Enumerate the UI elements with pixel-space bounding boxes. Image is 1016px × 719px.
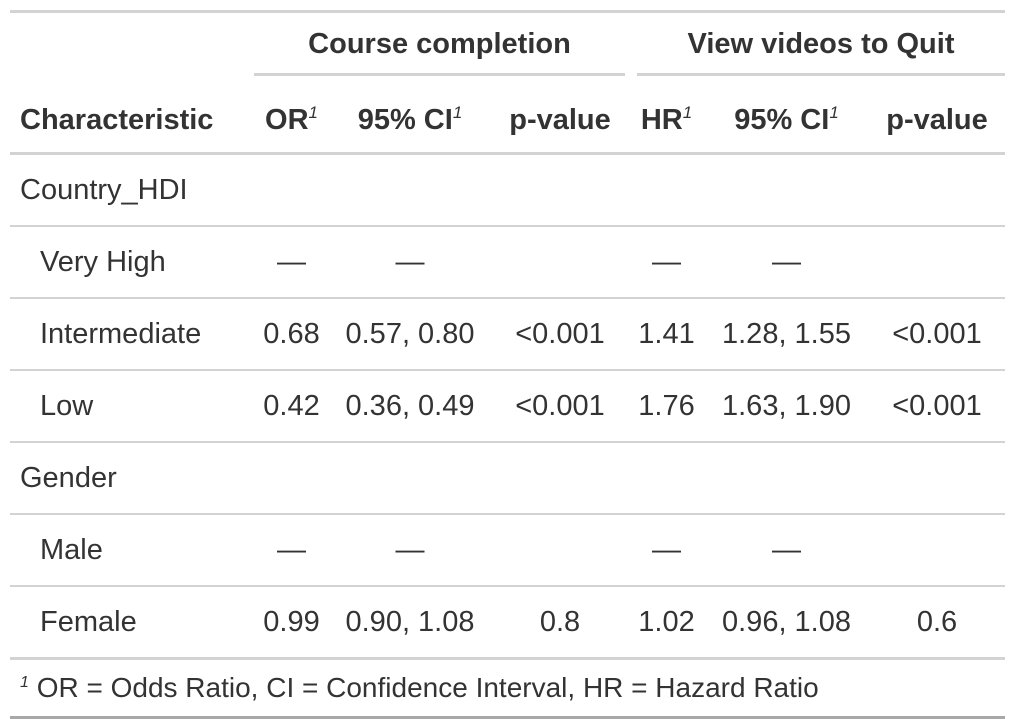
footnote-marker: 1 [682, 103, 693, 122]
cell-hr: 1.76 [629, 370, 704, 443]
cell-hr: — [629, 514, 704, 587]
header-hr-label: HR [640, 104, 683, 136]
table-row: Low 0.42 0.36, 0.49 <0.001 1.76 1.63, 1.… [10, 370, 1005, 443]
footnote-text: OR = Odds Ratio, CI = Confidence Interva… [36, 672, 819, 703]
header-ci-course: 95% CI1 [329, 88, 491, 155]
header-or-label: OR [265, 104, 309, 136]
cell-ci-videos: 1.28, 1.55 [704, 298, 869, 371]
cell-p-course: <0.001 [491, 370, 629, 443]
column-header-row: Characteristic OR1 95% CI1 p-value HR1 9… [10, 88, 1005, 155]
spanner-course-completion-label: Course completion [254, 28, 625, 76]
footnote-row: 1 OR = Odds Ratio, CI = Confidence Inter… [10, 658, 1005, 719]
table-row: Female 0.99 0.90, 1.08 0.8 1.02 0.96, 1.… [10, 586, 1005, 660]
row-label: Intermediate [10, 298, 254, 371]
cell-or: — [254, 226, 329, 299]
cell-hr: — [629, 226, 704, 299]
cell-p-videos [869, 153, 1005, 227]
cell-p-videos [869, 442, 1005, 515]
cell-ci-course: — [329, 226, 491, 299]
row-label: Gender [10, 442, 254, 515]
table-row: Very High — — — — [10, 226, 1005, 299]
header-ci-course-label: 95% CI [357, 104, 453, 136]
footnote-marker: 1 [829, 103, 839, 122]
spanner-course-completion: Course completion [254, 12, 629, 89]
cell-p-videos: <0.001 [869, 298, 1005, 371]
cell-ci-videos: — [704, 226, 869, 299]
cell-p-course [491, 226, 629, 299]
cell-hr: 1.41 [629, 298, 704, 371]
cell-ci-course: 0.90, 1.08 [329, 586, 491, 660]
spanner-empty [10, 12, 254, 89]
cell-p-videos [869, 514, 1005, 587]
table-row: Male — — — — [10, 514, 1005, 587]
spanner-view-videos-label: View videos to Quit [637, 28, 1005, 76]
cell-p-course: <0.001 [491, 298, 629, 371]
table-body: Country_HDI Very High — — — — Intermedia… [10, 153, 1005, 660]
footnote-marker: 1 [452, 103, 463, 122]
header-p-videos: p-value [869, 88, 1005, 155]
table-row: Gender [10, 442, 1005, 515]
cell-ci-course [329, 153, 491, 227]
cell-p-course [491, 153, 629, 227]
cell-ci-course [329, 442, 491, 515]
row-label: Male [10, 514, 254, 587]
spanner-view-videos: View videos to Quit [629, 12, 1005, 89]
cell-ci-videos: — [704, 514, 869, 587]
cell-or [254, 442, 329, 515]
footnote-marker: 1 [20, 674, 29, 691]
header-ci-videos: 95% CI1 [704, 88, 869, 155]
cell-p-course: 0.8 [491, 586, 629, 660]
cell-ci-course: — [329, 514, 491, 587]
cell-or: 0.68 [254, 298, 329, 371]
cell-ci-course: 0.57, 0.80 [329, 298, 491, 371]
header-or: OR1 [254, 88, 329, 155]
cell-ci-videos: 1.63, 1.90 [704, 370, 869, 443]
cell-or: — [254, 514, 329, 587]
table-row: Intermediate 0.68 0.57, 0.80 <0.001 1.41… [10, 298, 1005, 371]
cell-ci-videos [704, 153, 869, 227]
cell-p-videos: 0.6 [869, 586, 1005, 660]
cell-or [254, 153, 329, 227]
row-label: Country_HDI [10, 153, 254, 227]
cell-ci-videos: 0.96, 1.08 [704, 586, 869, 660]
table-row: Country_HDI [10, 153, 1005, 227]
header-p-course: p-value [491, 88, 629, 155]
header-ci-videos-label: 95% CI [734, 104, 830, 136]
cell-p-course [491, 514, 629, 587]
regression-table: Course completion View videos to Quit Ch… [10, 10, 1005, 719]
cell-p-videos [869, 226, 1005, 299]
cell-p-videos: <0.001 [869, 370, 1005, 443]
cell-hr [629, 153, 704, 227]
header-hr: HR1 [629, 88, 704, 155]
cell-or: 0.42 [254, 370, 329, 443]
spanner-header-row: Course completion View videos to Quit [10, 12, 1005, 89]
cell-ci-course: 0.36, 0.49 [329, 370, 491, 443]
cell-hr [629, 442, 704, 515]
footnote: 1 OR = Odds Ratio, CI = Confidence Inter… [10, 658, 1005, 719]
cell-ci-videos [704, 442, 869, 515]
cell-or: 0.99 [254, 586, 329, 660]
cell-p-course [491, 442, 629, 515]
footnote-marker: 1 [308, 103, 318, 122]
row-label: Very High [10, 226, 254, 299]
row-label: Low [10, 370, 254, 443]
cell-hr: 1.02 [629, 586, 704, 660]
row-label: Female [10, 586, 254, 660]
header-characteristic: Characteristic [10, 88, 254, 155]
